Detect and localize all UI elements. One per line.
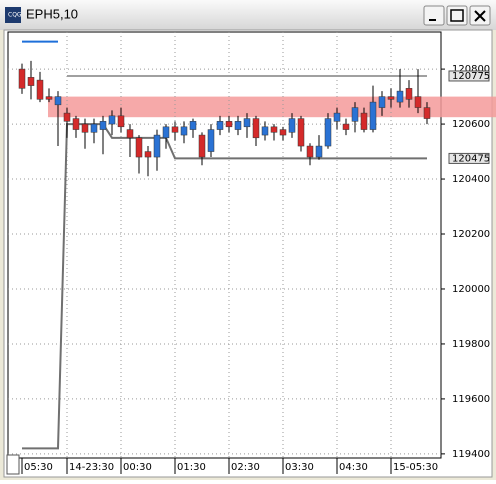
candle-body <box>36 79 44 100</box>
minimize-button[interactable] <box>423 5 445 26</box>
plot-area <box>7 31 442 459</box>
candle-body <box>270 126 278 133</box>
candle-body <box>351 107 359 122</box>
y-tick-label: 120000 <box>452 284 490 295</box>
candle-body <box>108 115 116 125</box>
candle-body <box>189 121 197 130</box>
candle-body <box>369 101 377 130</box>
candle-body <box>180 126 188 136</box>
level-label-box <box>448 152 490 164</box>
candle-body <box>306 145 314 158</box>
x-tick-label: 05:30 <box>24 462 53 473</box>
candle-body <box>333 112 341 122</box>
candle-body <box>423 107 431 119</box>
x-tick-label: 03:30 <box>285 462 314 473</box>
window-title: EPH5,10 <box>26 6 78 21</box>
candle-body <box>225 121 233 128</box>
y-tick-label: 120600 <box>452 119 490 130</box>
candle-body <box>279 129 287 136</box>
level-label: 120775 <box>452 71 490 82</box>
scroll-box[interactable] <box>6 454 20 475</box>
candle-body <box>18 68 26 89</box>
candle-body <box>378 96 386 108</box>
candle-body <box>162 126 170 139</box>
candle-body <box>54 96 62 106</box>
candle-body <box>297 118 305 147</box>
candle-body <box>261 126 269 136</box>
candle-body <box>315 145 323 158</box>
candle-body <box>135 137 143 158</box>
title-bar <box>0 0 496 30</box>
app-icon[interactable] <box>5 7 21 23</box>
y-tick-label: 120200 <box>452 229 490 240</box>
x-tick-label: 02:30 <box>231 462 260 473</box>
app-icon-glyph: CQG <box>8 12 22 19</box>
maximize-button[interactable] <box>446 5 468 26</box>
x-tick-label: 14-23:30 <box>69 462 114 473</box>
y-tick-label: 119400 <box>452 449 490 460</box>
candle-body <box>63 112 71 122</box>
close-button[interactable] <box>469 5 491 26</box>
candle-body <box>45 96 53 100</box>
candle-body <box>342 123 350 130</box>
candle-body <box>126 129 134 139</box>
y-tick-label: 120400 <box>452 174 490 185</box>
candle-body <box>252 118 260 139</box>
candle-body <box>234 121 242 130</box>
y-tick-label: 119600 <box>452 394 490 405</box>
candle-body <box>414 96 422 108</box>
candle-body <box>171 126 179 133</box>
x-tick-label: 00:30 <box>123 462 152 473</box>
candle-body <box>153 134 161 158</box>
level-label: 120475 <box>452 153 490 164</box>
y-tick-label: 120800 <box>452 64 490 75</box>
candle-body <box>72 118 80 130</box>
candle-body <box>198 134 206 158</box>
y-tick-label: 119800 <box>452 339 490 350</box>
candle-body <box>405 88 413 100</box>
candle-body <box>207 129 215 152</box>
candle-body <box>288 118 296 133</box>
candle-body <box>99 121 107 130</box>
candle-body <box>27 77 35 86</box>
candle-body <box>324 118 332 147</box>
x-tick-label: 04:30 <box>339 462 368 473</box>
candle-body <box>117 115 125 128</box>
candle-body <box>144 151 152 158</box>
candle-body <box>387 96 395 100</box>
candle-body <box>360 112 368 130</box>
candle-body <box>243 118 251 128</box>
candle-body <box>216 121 224 130</box>
x-tick-label: 01:30 <box>177 462 206 473</box>
level-line <box>22 123 427 450</box>
candle-body <box>81 123 89 133</box>
candle-body <box>90 123 98 133</box>
candle-body <box>396 90 404 103</box>
x-tick-label: 15-05:30 <box>393 462 438 473</box>
level-label-box <box>448 70 490 82</box>
